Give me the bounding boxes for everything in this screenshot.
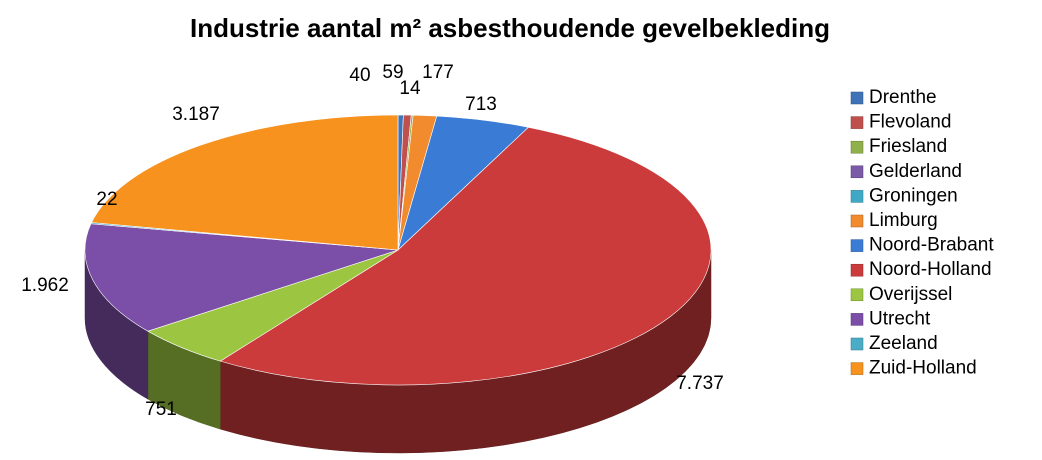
data-label: 40	[349, 65, 370, 86]
legend-swatch	[850, 116, 864, 129]
legend-label: Flevoland	[869, 112, 951, 133]
data-label: 14	[399, 78, 421, 99]
pie-slice	[91, 114, 399, 251]
data-label: 177	[422, 62, 454, 83]
legend-label: Zuid-Holland	[869, 358, 977, 379]
legend-swatch	[850, 313, 864, 326]
data-label: 22	[96, 189, 117, 210]
chart-title: Industrie aantal m² asbesthoudende gevel…	[190, 13, 830, 43]
legend-label: Noord-Holland	[869, 259, 992, 280]
data-label: 751	[145, 399, 177, 420]
data-label: 713	[465, 94, 497, 115]
legend-label: Friesland	[869, 136, 947, 157]
legend-label: Limburg	[869, 210, 938, 231]
legend-label: Overijssel	[869, 284, 952, 305]
legend-swatch	[850, 214, 864, 228]
legend-swatch	[850, 288, 864, 302]
legend-swatch	[850, 337, 864, 351]
legend-label: Zeeland	[869, 333, 938, 354]
legend-swatch	[850, 91, 864, 105]
legend-swatch	[850, 140, 864, 154]
pie-tops	[84, 114, 712, 386]
legend-swatch	[850, 239, 864, 252]
legend: Drenthe Flevoland Friesland Gelderland Groni…	[850, 87, 994, 379]
legend-label: Gelderland	[869, 161, 962, 182]
data-label: 7.737	[676, 373, 724, 394]
legend-swatch	[850, 362, 864, 375]
pie-slice	[84, 223, 399, 332]
data-label: 1.962	[21, 275, 69, 296]
data-label: 59	[382, 62, 403, 83]
legend-swatch	[850, 263, 864, 277]
pie-slice	[219, 126, 712, 386]
legend-label: Groningen	[869, 185, 958, 206]
legend-label: Noord-Brabant	[869, 235, 994, 256]
data-label: 3.187	[172, 104, 220, 125]
legend-label: Drenthe	[869, 87, 937, 108]
legend-swatch	[850, 165, 864, 179]
legend-swatch	[850, 190, 864, 203]
legend-label: Utrecht	[869, 308, 931, 329]
